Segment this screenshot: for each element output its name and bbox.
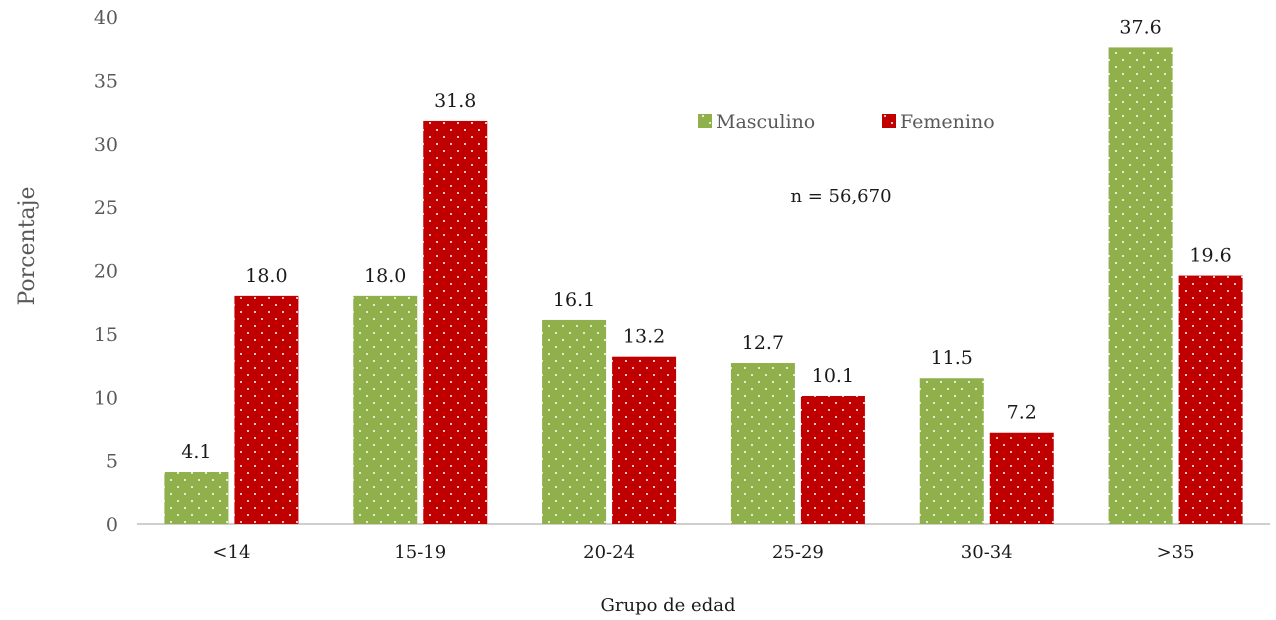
x-tick-label: 20-24: [583, 542, 635, 563]
legend-label-femenino: Femenino: [900, 111, 995, 133]
y-axis-ticks: 0 5 10 15 20 25 30 35 40: [94, 7, 118, 536]
y-tick-label: 30: [94, 134, 118, 156]
legend: Masculino Femenino: [698, 111, 995, 133]
bar-femenino-1: [423, 120, 488, 524]
x-tick-label: 25-29: [772, 542, 824, 563]
data-label-femenino-4: 7.2: [1007, 402, 1037, 424]
data-label-masculino-2: 16.1: [553, 289, 595, 311]
y-axis-title: Porcentaje: [15, 187, 40, 306]
data-label-masculino-4: 11.5: [931, 347, 973, 369]
bar-masculino-5: [1108, 47, 1173, 525]
x-tick-label: <14: [212, 542, 250, 563]
y-tick-label: 20: [94, 261, 118, 283]
bar-masculino-0: [164, 472, 229, 524]
bar-masculino-4: [919, 378, 984, 524]
x-tick-label: >35: [1157, 542, 1195, 563]
y-tick-label: 0: [106, 514, 118, 536]
data-labels: 4.1 18.0 18.0 31.8 16.1 13.2 12.7 10.1 11.5 7.2 37…: [181, 16, 1231, 463]
data-label-masculino-0: 4.1: [181, 441, 211, 463]
bar-femenino-3: [800, 395, 865, 524]
data-label-masculino-5: 37.6: [1119, 16, 1161, 38]
y-tick-label: 40: [94, 7, 118, 29]
bar-masculino-2: [542, 319, 607, 524]
x-tick-label: 15-19: [394, 542, 446, 563]
y-tick-label: 5: [106, 451, 118, 473]
bar-femenino-4: [989, 432, 1054, 524]
bar-femenino-2: [612, 356, 677, 524]
legend-swatch-femenino: [882, 114, 896, 128]
y-tick-label: 25: [94, 197, 118, 219]
bar-masculino-1: [353, 295, 418, 524]
data-label-femenino-5: 19.6: [1189, 245, 1231, 267]
sample-size-annotation: n = 56,670: [790, 186, 891, 207]
data-label-masculino-1: 18.0: [364, 265, 406, 287]
y-tick-label: 15: [94, 324, 118, 346]
bar-femenino-0: [234, 295, 299, 524]
x-tick-label: 30-34: [961, 542, 1013, 563]
legend-swatch-masculino: [698, 114, 712, 128]
x-axis-title: Grupo de edad: [601, 595, 736, 616]
bar-femenino-5: [1178, 275, 1243, 524]
bar-masculino-3: [730, 363, 795, 524]
x-axis-tick-labels: <14 15-19 20-24 25-29 30-34 >35: [212, 542, 1194, 563]
data-label-femenino-2: 13.2: [623, 326, 665, 348]
bars: [164, 47, 1243, 525]
data-label-masculino-3: 12.7: [742, 332, 784, 354]
data-label-femenino-0: 18.0: [245, 265, 287, 287]
y-tick-label: 35: [94, 70, 118, 92]
y-tick-label: 10: [94, 387, 118, 409]
data-label-femenino-1: 31.8: [434, 90, 476, 112]
data-label-femenino-3: 10.1: [812, 365, 854, 387]
legend-label-masculino: Masculino: [716, 111, 815, 133]
